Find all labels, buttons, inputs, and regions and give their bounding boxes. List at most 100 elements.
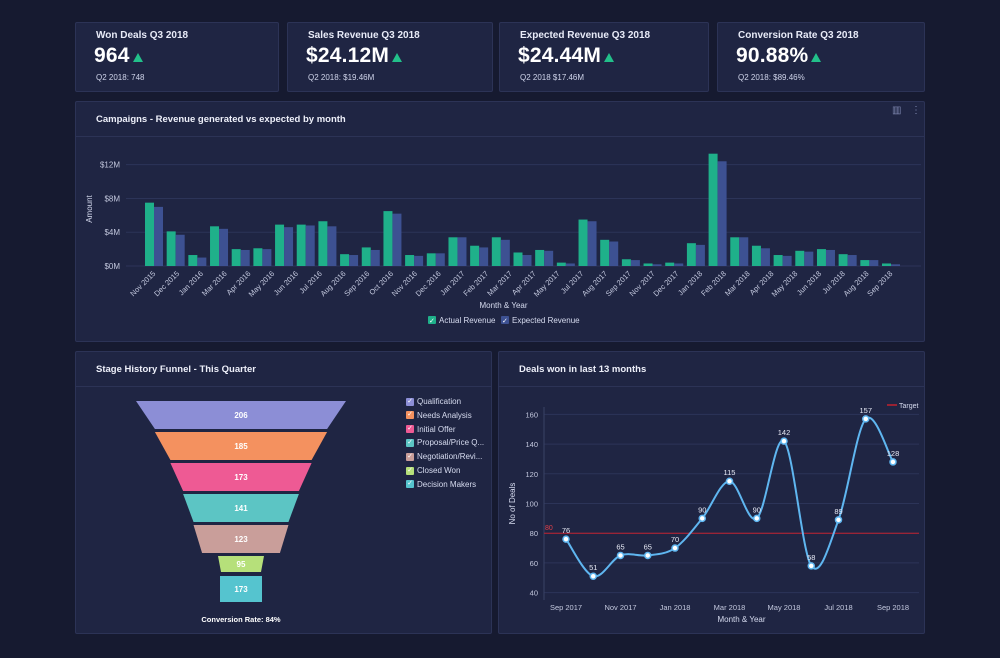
bar-actual <box>556 262 566 266</box>
kpi-previous: Q2 2018 $17.46M <box>520 73 585 82</box>
kpi-value: $24.44M <box>518 44 615 68</box>
x-tick-label: Dec 2016 <box>414 269 443 298</box>
bar-actual <box>296 224 306 266</box>
x-tick-label: May 2016 <box>247 269 277 299</box>
kpi-value: $24.12M <box>306 44 403 68</box>
data-point <box>725 477 734 485</box>
bar-actual <box>340 254 350 266</box>
x-tick-label: Jan 2018 <box>660 603 691 612</box>
bar-actual <box>318 221 328 266</box>
kpi-card-sales-revenue[interactable]: Sales Revenue Q3 2018 $24.12M Q2 2018: $… <box>287 22 493 92</box>
legend-checkbox-icon <box>428 316 436 324</box>
bar-actual <box>643 263 653 266</box>
checkbox-icon[interactable]: ✓ <box>406 452 414 461</box>
bar-expected <box>197 257 207 266</box>
funnel-value: 123 <box>234 535 248 544</box>
data-point <box>616 551 625 560</box>
kpi-card-won-deals[interactable]: Won Deals Q3 2018 964 Q2 2018: 748 <box>75 22 279 92</box>
data-label: 142 <box>778 428 791 437</box>
checkbox-icon[interactable]: ✓ <box>406 438 414 447</box>
kpi-title: Sales Revenue Q3 2018 <box>308 30 420 41</box>
funnel-value: 185 <box>234 442 248 451</box>
up-arrow-icon <box>392 53 403 62</box>
bar-expected <box>869 260 879 266</box>
x-tick-label: Mar 2017 <box>485 269 514 298</box>
up-arrow-icon <box>811 53 822 62</box>
bar-expected <box>587 221 597 266</box>
kpi-title: Conversion Rate Q3 2018 <box>738 30 859 41</box>
funnel-legend-label: Needs Analysis <box>417 410 472 420</box>
bar-actual <box>686 243 696 266</box>
legend-check-mark: ✓ <box>502 318 508 325</box>
bar-actual <box>513 252 523 266</box>
deals-chart: 40 60 80 100 120 140 160 No of Deals Sep 2017 Nov… <box>508 403 919 624</box>
funnel-legend-item[interactable]: ✓ Negotiation/Revi... <box>406 452 482 461</box>
bar-expected <box>175 234 185 266</box>
bar-actual <box>773 255 783 266</box>
data-point <box>862 415 870 423</box>
bar-expected <box>414 255 424 266</box>
x-tick-label: Dec 2017 <box>651 269 680 298</box>
bar-expected <box>262 249 272 266</box>
funnel-legend-item[interactable]: ✓ Decision Makers <box>406 480 476 489</box>
bar-expected <box>370 249 380 266</box>
checkbox-icon[interactable]: ✓ <box>406 411 414 420</box>
checkbox-icon[interactable]: ✓ <box>406 480 414 489</box>
funnel-legend-item[interactable]: ✓ Needs Analysis <box>406 411 472 420</box>
funnel-conversion-label: Conversion Rate: 84% <box>201 615 281 624</box>
x-axis-label: Month & Year <box>717 615 765 624</box>
data-point <box>562 535 570 543</box>
data-point <box>780 437 788 445</box>
bar-actual <box>361 247 371 266</box>
funnel-legend-item[interactable]: ✓ Proposal/Price Q... <box>406 438 484 447</box>
funnel-value: 95 <box>237 560 246 569</box>
funnel-legend-item[interactable]: ✓ Qualification <box>406 397 461 406</box>
y-tick-label: 100 <box>525 500 538 509</box>
bar-expected <box>305 225 315 266</box>
checkbox-icon[interactable]: ✓ <box>406 425 414 434</box>
bar-expected <box>825 249 835 266</box>
funnel-value: 173 <box>234 585 248 594</box>
data-label: 90 <box>753 505 761 514</box>
funnel-legend-item[interactable]: ✓ Initial Offer <box>406 425 456 434</box>
y-tick-label: 140 <box>525 440 538 449</box>
bar-actual <box>816 249 826 266</box>
data-label: 89 <box>834 507 842 516</box>
y-tick-label: $8M <box>104 194 120 203</box>
bar-expected <box>392 213 402 266</box>
data-point <box>671 544 679 552</box>
bar-chart-icon[interactable]: ▥ <box>892 105 902 116</box>
bar-actual <box>600 239 610 266</box>
up-arrow-icon <box>604 53 615 62</box>
funnel-legend-item[interactable]: ✓ Closed Won <box>406 466 460 475</box>
bar-expected <box>760 248 770 266</box>
x-tick-label: Jun 2018 <box>795 269 823 297</box>
target-value-label: 80 <box>545 525 553 532</box>
data-label: 115 <box>724 468 736 477</box>
bar-expected <box>847 255 857 266</box>
kpi-card-expected-revenue[interactable]: Expected Revenue Q3 2018 $24.44M Q2 2018… <box>499 22 709 92</box>
bar-expected <box>240 249 250 266</box>
funnel-legend-label: Proposal/Price Q... <box>417 438 485 448</box>
data-label: 128 <box>887 449 900 458</box>
kpi-card-conversion-rate[interactable]: Conversion Rate Q3 2018 90.88% Q2 2018: … <box>717 22 925 92</box>
data-point <box>589 572 597 580</box>
kpi-value: 90.88% <box>736 44 822 68</box>
checkbox-icon[interactable]: ✓ <box>406 397 414 406</box>
kpi-value: 964 <box>94 44 143 68</box>
divider <box>499 386 924 387</box>
kpi-previous: Q2 2018: 748 <box>96 73 145 82</box>
bar-expected <box>652 264 662 266</box>
bar-actual <box>426 253 436 266</box>
more-vertical-icon[interactable]: ⋮ <box>911 105 921 116</box>
bar-expected <box>782 255 792 266</box>
bar-expected <box>544 250 554 266</box>
data-label: 90 <box>698 505 706 514</box>
funnel-segment-4 <box>183 494 299 522</box>
legend-checkbox-icon <box>501 316 509 324</box>
checkbox-icon[interactable]: ✓ <box>406 466 414 475</box>
y-axis-label: No of Deals <box>508 483 517 525</box>
funnel-legend-label: Qualification <box>417 397 462 406</box>
bar-actual <box>253 248 263 266</box>
bar-expected <box>891 264 900 266</box>
